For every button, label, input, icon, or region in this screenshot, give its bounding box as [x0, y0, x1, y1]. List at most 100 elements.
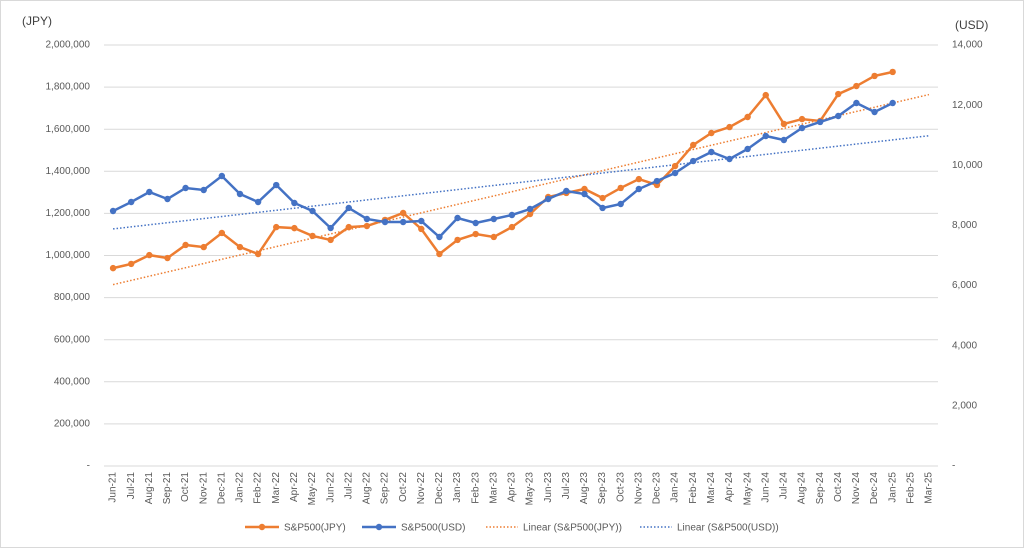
- y-tick-label: 600,000: [54, 334, 91, 345]
- data-point: [291, 224, 298, 232]
- data-point: [690, 141, 697, 149]
- data-point: [526, 205, 534, 213]
- data-point: [254, 198, 262, 206]
- x-tick-label: May-22: [307, 472, 318, 506]
- legend-label: S&P500(USD): [401, 523, 465, 534]
- legend-marker: [375, 523, 383, 531]
- x-tick-label: Jun-21: [108, 472, 119, 503]
- data-point: [109, 207, 117, 215]
- data-point: [853, 99, 860, 107]
- data-point: [708, 129, 715, 137]
- x-tick-label: Dec-22: [434, 472, 445, 505]
- x-tick-label: Nov-21: [198, 472, 209, 505]
- data-point: [635, 175, 643, 183]
- x-tick-label: Nov-24: [851, 472, 862, 505]
- x-tick-label: Sep-23: [597, 472, 608, 505]
- x-tick-label: Mar-25: [924, 472, 935, 504]
- data-point: [617, 200, 624, 208]
- x-tick-label: Oct-24: [833, 472, 844, 502]
- data-point: [653, 177, 661, 185]
- x-tick-label: Nov-22: [416, 472, 427, 505]
- y2-tick-label: 4,000: [952, 340, 977, 351]
- data-point: [436, 250, 443, 258]
- y-tick-label: 200,000: [54, 419, 91, 430]
- x-tick-label: Nov-23: [633, 472, 644, 505]
- data-point: [254, 250, 262, 258]
- data-point: [508, 223, 516, 231]
- x-tick-label: Jan-23: [452, 472, 463, 503]
- data-point: [871, 108, 878, 116]
- x-tick-label: Aug-21: [144, 472, 155, 505]
- data-point: [780, 120, 788, 128]
- data-point: [454, 214, 461, 222]
- x-tick-label: Feb-24: [688, 472, 699, 504]
- y2-axis-label: (USD): [955, 18, 988, 32]
- x-tick-label: Jan-22: [235, 472, 246, 503]
- data-point: [146, 188, 153, 196]
- data-point: [327, 224, 334, 232]
- data-point: [146, 251, 153, 259]
- data-point: [218, 172, 226, 180]
- data-point: [273, 181, 280, 189]
- data-point: [164, 254, 171, 262]
- data-point: [454, 236, 461, 244]
- data-point: [544, 195, 552, 203]
- series-line: [112, 70, 893, 270]
- data-point: [762, 132, 769, 140]
- data-point: [309, 232, 316, 240]
- x-tick-label: Sep-24: [815, 472, 826, 505]
- y-tick-label: 1,400,000: [46, 166, 91, 177]
- data-point: [508, 211, 516, 219]
- y2-tick-label: 14,000: [952, 40, 983, 51]
- x-tick-label: Aug-23: [579, 472, 590, 505]
- x-tick-label: Apr-23: [507, 472, 518, 502]
- data-point: [798, 124, 806, 132]
- data-point: [200, 243, 207, 251]
- data-point: [871, 72, 878, 80]
- x-tick-label: Jan-24: [670, 472, 681, 503]
- data-point: [399, 218, 407, 226]
- data-point: [164, 195, 171, 203]
- y-tick-label: 1,000,000: [46, 250, 91, 261]
- data-point: [309, 207, 316, 215]
- data-point: [109, 264, 117, 272]
- data-point: [345, 204, 352, 212]
- data-point: [291, 199, 298, 207]
- data-point: [472, 230, 479, 238]
- data-point: [708, 148, 715, 156]
- legend-label: S&P500(JPY): [284, 523, 346, 534]
- data-point: [399, 209, 407, 217]
- x-tick-label: Dec-23: [652, 472, 663, 505]
- x-tick-label: Jan-25: [887, 472, 898, 503]
- y2-tick-label: 12,000: [952, 100, 983, 111]
- y2-tick-label: 8,000: [952, 220, 977, 231]
- data-point: [490, 215, 498, 223]
- x-tick-label: May-23: [525, 472, 536, 506]
- x-tick-label: Jun-23: [543, 472, 554, 503]
- data-point: [635, 185, 643, 193]
- x-tick-label: Mar-24: [706, 472, 717, 504]
- data-point: [726, 155, 733, 163]
- data-point: [127, 198, 135, 206]
- data-point: [599, 194, 606, 202]
- legend-label: Linear (S&P500(JPY)): [523, 523, 622, 534]
- data-point: [581, 190, 588, 198]
- x-tick-label: Aug-22: [362, 472, 373, 505]
- data-point: [436, 233, 443, 241]
- data-point: [182, 241, 189, 249]
- data-point: [363, 222, 371, 230]
- x-tick-label: Jul-23: [561, 472, 572, 500]
- data-point: [816, 118, 824, 126]
- data-point: [418, 225, 425, 233]
- x-tick-label: Jul-21: [126, 472, 137, 500]
- x-tick-label: Mar-23: [488, 472, 499, 504]
- y-tick-label: 1,200,000: [46, 208, 91, 219]
- data-point: [744, 145, 751, 153]
- x-tick-label: Jun-22: [325, 472, 336, 503]
- data-point: [835, 90, 842, 98]
- legend-marker: [258, 523, 266, 531]
- x-tick-label: Oct-21: [180, 472, 191, 502]
- data-point: [236, 190, 244, 198]
